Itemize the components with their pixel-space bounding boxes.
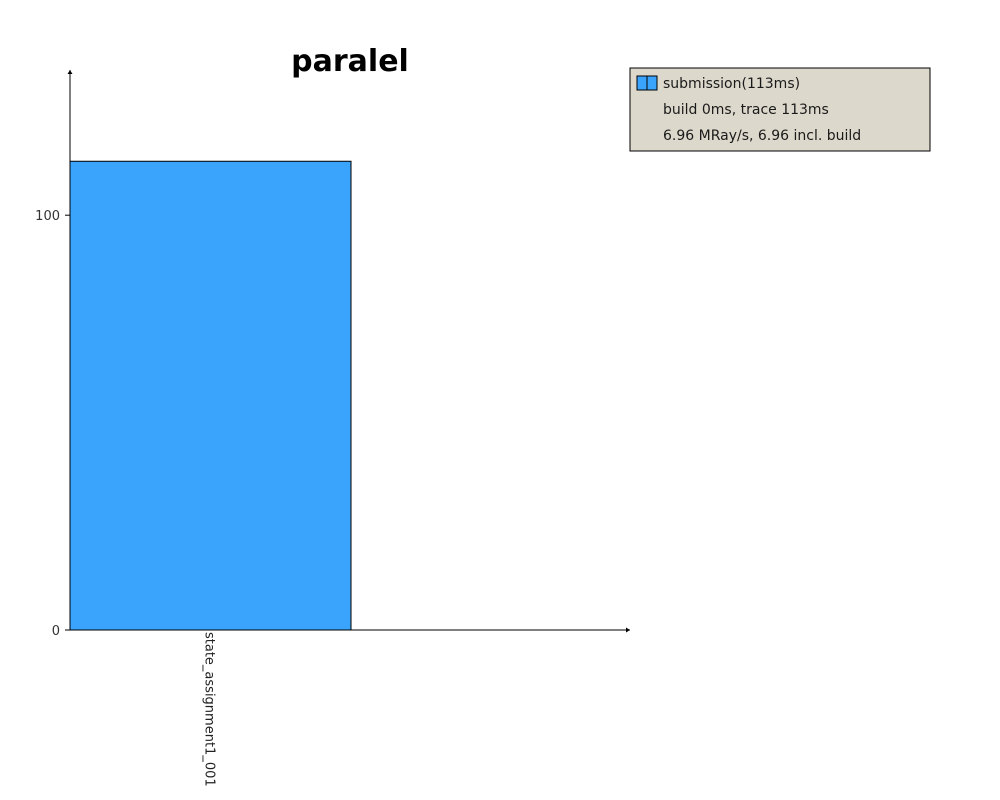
legend-box — [629, 67, 931, 152]
x-axis-arrow — [626, 627, 630, 633]
bar-state_assignment1_001 — [69, 160, 352, 631]
x-categories-layer: state_assignment1_001 — [202, 632, 217, 787]
x-category-label: state_assignment1_001 — [202, 632, 217, 787]
y-ticks-layer: 0 100 — [35, 209, 70, 639]
y-tick-label: 100 — [35, 209, 60, 224]
y-tick-label: 0 — [52, 624, 60, 639]
legend: submission(113ms) build 0ms, trace 113ms 6… — [629, 67, 931, 152]
y-axis-arrow — [67, 70, 73, 74]
chart-title: paralel — [291, 44, 409, 79]
legend-entry-label: build 0ms, trace 113ms — [663, 102, 829, 118]
axes-layer — [67, 70, 630, 633]
legend-entries: submission(113ms) build 0ms, trace 113ms 6… — [636, 75, 861, 144]
legend-entry-label: submission(113ms) — [663, 76, 800, 92]
legend-entry-label: 6.96 MRay/s, 6.96 incl. build — [663, 128, 861, 144]
bars-layer — [69, 160, 352, 631]
